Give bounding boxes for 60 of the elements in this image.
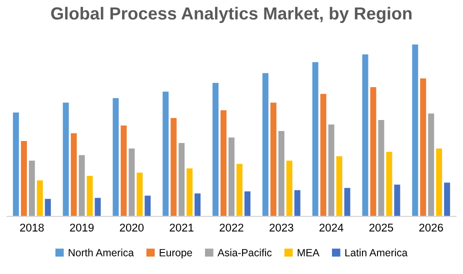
bar — [370, 87, 376, 216]
bar — [378, 120, 384, 216]
x-tick-label: 2019 — [70, 224, 94, 232]
bar — [436, 148, 442, 216]
bar — [162, 92, 169, 216]
bar — [344, 188, 350, 216]
bar — [94, 198, 101, 216]
bar — [36, 180, 43, 216]
bar — [428, 113, 434, 216]
x-tick-label: 2020 — [120, 224, 144, 232]
bar — [194, 193, 201, 216]
bar — [62, 102, 69, 216]
bar — [128, 148, 135, 216]
bar — [120, 126, 127, 216]
bar — [212, 82, 219, 216]
bar — [170, 118, 177, 216]
bar — [336, 156, 342, 216]
bar — [78, 155, 85, 216]
legend-label: Latin America — [345, 248, 408, 256]
x-tick-label: 2021 — [170, 224, 194, 232]
legend-label: North America — [68, 248, 134, 256]
bar — [220, 110, 227, 216]
legend-label: MEA — [298, 249, 320, 256]
bar — [412, 44, 418, 216]
bar — [12, 112, 19, 216]
bar — [136, 172, 143, 216]
bar — [294, 190, 300, 216]
chart-title: Global Process Analytics Market, by Region — [51, 6, 412, 24]
bar — [262, 73, 268, 216]
bar — [28, 160, 35, 216]
x-tick-label: 2023 — [270, 224, 294, 232]
bar — [20, 140, 27, 216]
bar — [444, 182, 450, 216]
bar — [244, 191, 250, 216]
bar — [178, 143, 185, 216]
x-tick-label: 2018 — [20, 224, 44, 232]
bar — [328, 124, 334, 216]
x-tick-label: 2026 — [419, 224, 443, 232]
legend-label: Asia-Pacific — [218, 248, 272, 256]
bar — [362, 54, 368, 216]
bar — [270, 102, 276, 216]
bar — [44, 198, 51, 216]
bar — [228, 138, 234, 216]
x-tick-label: 2022 — [220, 224, 244, 232]
bar — [278, 131, 284, 216]
bar — [312, 62, 318, 216]
bar — [186, 168, 193, 216]
bar — [320, 94, 326, 216]
bar — [144, 196, 151, 216]
x-tick-label: 2025 — [369, 224, 394, 232]
bar — [394, 184, 400, 216]
bar — [112, 98, 119, 216]
x-tick-label: 2024 — [320, 224, 344, 232]
bar — [386, 152, 392, 216]
bar — [70, 133, 77, 216]
bar — [420, 78, 426, 216]
bar — [236, 164, 242, 216]
bar — [86, 176, 93, 216]
bar — [286, 160, 292, 216]
legend-label: Europe — [160, 249, 192, 258]
